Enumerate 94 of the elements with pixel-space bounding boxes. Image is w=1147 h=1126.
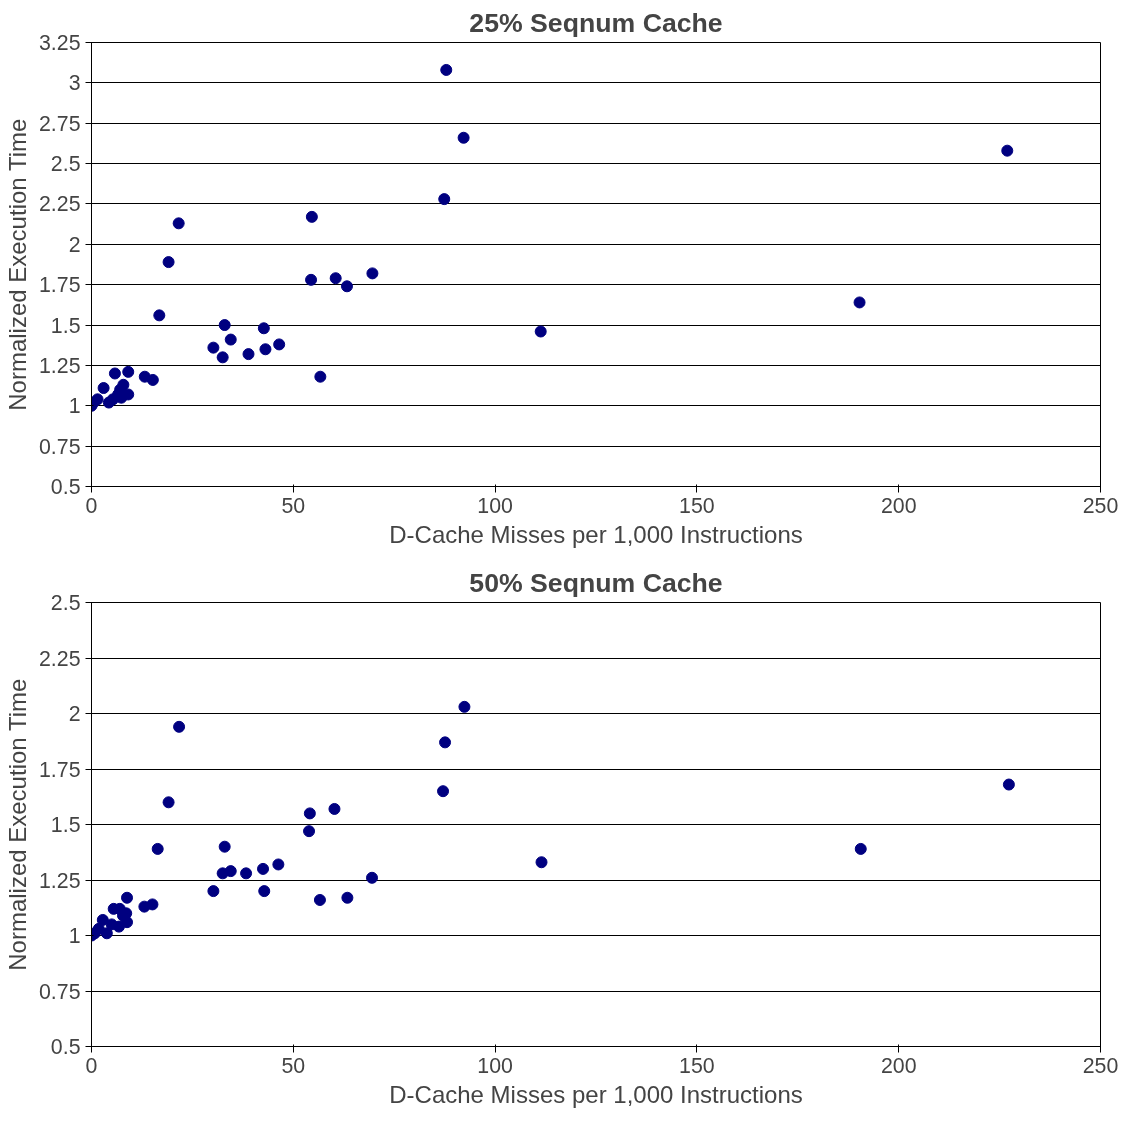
point [259, 343, 272, 356]
x-axis-title: D-Cache Misses per 1,000 Instructions [389, 1080, 803, 1108]
point [138, 900, 151, 913]
point [207, 885, 220, 898]
y-tick-label: 2.5 [50, 591, 81, 615]
point [108, 367, 121, 380]
point [258, 885, 271, 898]
point [366, 871, 378, 884]
point [151, 842, 164, 855]
point [257, 322, 270, 335]
point [272, 858, 285, 871]
point [97, 382, 110, 394]
y-tick-label: 1.75 [38, 757, 81, 782]
point [100, 927, 113, 940]
point [313, 893, 326, 906]
point [305, 210, 318, 223]
x-tick-label: 150 [679, 493, 715, 518]
point [439, 736, 452, 749]
point [341, 891, 354, 904]
point [216, 867, 229, 880]
y-axis-title: Normalized Execution Time [3, 678, 31, 971]
point [1001, 144, 1014, 157]
point [328, 802, 341, 815]
y-tick-label: 3 [68, 71, 81, 96]
point [273, 338, 286, 351]
point [305, 273, 318, 286]
x-tick-label: 250 [1082, 1053, 1119, 1078]
point [437, 785, 450, 798]
y-tick-label: 1.5 [50, 813, 81, 837]
y-axis-title: Normalized Execution Time [3, 118, 31, 411]
y-tick-label: 1.75 [38, 273, 81, 298]
y-tick-label: 2.75 [38, 111, 81, 136]
point [366, 267, 379, 280]
y-tick-label: 1.25 [38, 868, 81, 893]
point [172, 217, 185, 230]
point [438, 193, 451, 206]
y-tick-label: 1.25 [38, 353, 81, 378]
point [1002, 778, 1015, 791]
point [257, 862, 270, 875]
x-axis-title: D-Cache Misses per 1,000 Instructions [389, 520, 803, 548]
x-tick-label: 100 [477, 493, 514, 518]
point [854, 842, 867, 855]
point [534, 325, 547, 338]
point [224, 333, 237, 346]
x-tick-label: 0 [85, 1053, 98, 1078]
point [329, 272, 342, 285]
point [162, 796, 175, 809]
x-tick-label: 200 [880, 1053, 917, 1078]
x-tick-label: 100 [477, 1053, 514, 1078]
y-tick-label: 1 [68, 394, 81, 419]
point [218, 319, 231, 332]
point [121, 891, 134, 904]
y-tick-label: 2.25 [38, 646, 81, 671]
point [303, 807, 316, 820]
point [314, 370, 327, 383]
point [853, 296, 866, 309]
point [340, 280, 353, 293]
y-tick-label: 1.5 [50, 313, 81, 338]
point [457, 131, 470, 144]
point [458, 700, 471, 713]
x-tick-label: 150 [679, 1053, 715, 1078]
point [91, 393, 104, 406]
point [207, 341, 220, 354]
point [153, 309, 166, 322]
chart-title: 25% Seqnum Cache [469, 7, 723, 38]
point [96, 913, 109, 926]
point [146, 373, 159, 386]
x-tick-label: 250 [1082, 493, 1119, 518]
y-tick-label: 0.75 [38, 434, 81, 459]
point [122, 365, 135, 378]
y-tick-label: 2.25 [38, 192, 81, 217]
point [216, 351, 229, 364]
x-tick-label: 50 [281, 1053, 306, 1078]
point [303, 825, 316, 838]
y-tick-label: 2 [68, 702, 81, 726]
point [117, 378, 130, 391]
chart-title: 50% Seqnum Cache [469, 567, 723, 598]
point [162, 256, 175, 269]
x-tick-label: 0 [85, 493, 98, 518]
y-tick-label: 0.5 [50, 1035, 81, 1059]
y-tick-label: 2 [68, 232, 81, 257]
point [218, 840, 231, 853]
y-tick-label: 1 [68, 924, 81, 948]
x-tick-label: 50 [281, 493, 306, 518]
x-tick-label: 200 [880, 493, 917, 518]
point [240, 867, 253, 880]
point [535, 856, 548, 869]
point [242, 348, 255, 361]
y-tick-label: 3.25 [38, 31, 81, 55]
y-tick-label: 0.75 [38, 979, 81, 1004]
point [173, 720, 186, 733]
point [440, 63, 453, 76]
y-tick-label: 2.5 [50, 152, 81, 177]
y-tick-label: 0.5 [50, 475, 81, 499]
